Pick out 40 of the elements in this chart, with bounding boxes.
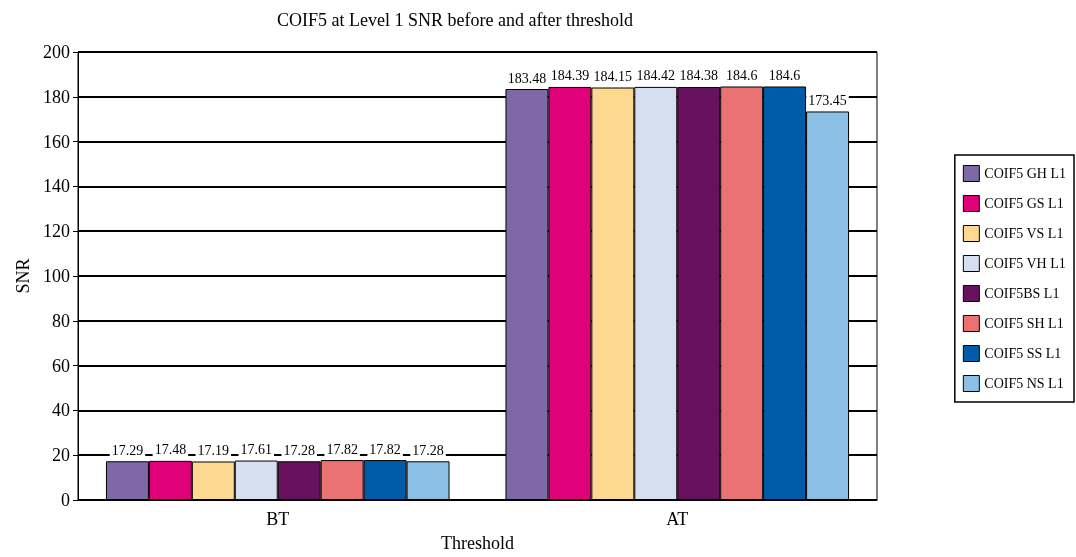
legend-label: COIF5 SH L1 <box>984 316 1064 331</box>
data-label: 184.6 <box>768 68 801 83</box>
y-tick-label: 0 <box>61 490 70 510</box>
data-label: 184.6 <box>725 68 758 83</box>
legend-label: COIF5 GS L1 <box>984 196 1064 211</box>
data-label: 17.28 <box>412 442 444 458</box>
data-label: 184.42 <box>636 68 676 84</box>
x-tick-label: BT <box>266 509 290 529</box>
y-tick-label: 20 <box>52 445 70 466</box>
data-label: 17.82 <box>369 441 401 457</box>
y-axis-title: SNR <box>13 258 34 294</box>
data-label: 173.45 <box>808 92 847 108</box>
data-label: 17.82 <box>326 441 358 457</box>
y-tick-label: 40 <box>52 400 70 421</box>
x-axis-title: Threshold <box>441 533 514 553</box>
data-label: 184.15 <box>593 69 633 84</box>
data-label: 184.38 <box>679 68 718 84</box>
legend-label: COIF5 SS L1 <box>984 346 1062 361</box>
data-label: 17.61 <box>240 442 273 458</box>
legend-label: COIF5 GH L1 <box>984 166 1066 181</box>
data-label: 17.48 <box>154 442 187 458</box>
y-tick-label: 100 <box>43 266 70 286</box>
y-tick-label: 120 <box>43 221 70 242</box>
data-label: 184.39 <box>550 68 590 84</box>
legend-label: COIF5 NS L1 <box>984 376 1064 391</box>
y-tick-label: 140 <box>43 176 70 197</box>
legend-label: COIF5BS L1 <box>984 286 1060 301</box>
data-label: 17.29 <box>111 442 144 458</box>
y-tick-label: 60 <box>52 355 70 376</box>
data-label: 183.48 <box>507 70 547 86</box>
legend-label: COIF5 VH L1 <box>984 256 1066 271</box>
legend-label: COIF5 VS L1 <box>984 226 1064 241</box>
y-tick-label: 180 <box>43 86 70 107</box>
y-tick-label: 160 <box>43 131 70 152</box>
x-tick-label: AT <box>666 509 689 529</box>
y-tick-label: 200 <box>43 42 70 62</box>
chart-title: COIF5 at Level 1 SNR before and after threshold <box>277 10 633 30</box>
data-label: 17.28 <box>283 442 315 458</box>
data-label: 17.19 <box>197 442 230 458</box>
y-tick-label: 80 <box>52 310 70 331</box>
